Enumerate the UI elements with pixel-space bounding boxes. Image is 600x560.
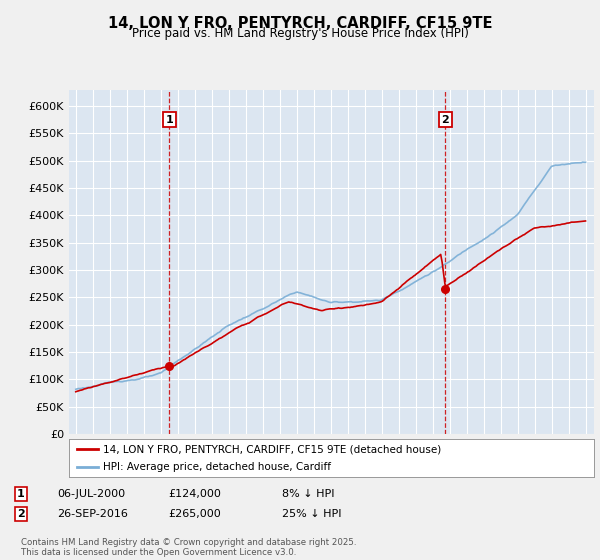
Text: 1: 1 [166,115,173,125]
Text: £124,000: £124,000 [168,489,221,499]
Text: 8% ↓ HPI: 8% ↓ HPI [282,489,335,499]
Text: Contains HM Land Registry data © Crown copyright and database right 2025.
This d: Contains HM Land Registry data © Crown c… [21,538,356,557]
Text: 2: 2 [442,115,449,125]
Text: 26-SEP-2016: 26-SEP-2016 [57,509,128,519]
Text: 14, LON Y FRO, PENTYRCH, CARDIFF, CF15 9TE: 14, LON Y FRO, PENTYRCH, CARDIFF, CF15 9… [108,16,492,31]
Text: 2: 2 [17,509,25,519]
Text: 06-JUL-2000: 06-JUL-2000 [57,489,125,499]
Text: 25% ↓ HPI: 25% ↓ HPI [282,509,341,519]
Text: HPI: Average price, detached house, Cardiff: HPI: Average price, detached house, Card… [103,462,331,472]
Text: £265,000: £265,000 [168,509,221,519]
Text: 14, LON Y FRO, PENTYRCH, CARDIFF, CF15 9TE (detached house): 14, LON Y FRO, PENTYRCH, CARDIFF, CF15 9… [103,444,442,454]
Text: 1: 1 [17,489,25,499]
Text: Price paid vs. HM Land Registry's House Price Index (HPI): Price paid vs. HM Land Registry's House … [131,27,469,40]
